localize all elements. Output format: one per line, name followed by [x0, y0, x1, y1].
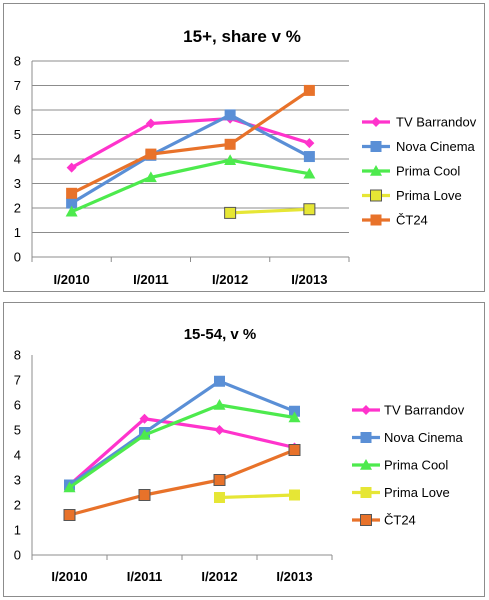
chart-0-series-nova-cinema-point-3 — [303, 151, 315, 163]
chart-0-series-nova-cinema-point-0 — [66, 197, 78, 209]
chart-1-series-t24-line — [69, 448, 296, 517]
chart-1-series-t24-point-2 — [213, 474, 226, 486]
chart-0-legend-label-prima-love: Prima Love — [396, 188, 462, 203]
chart-1-ytick-7: 7 — [14, 373, 21, 388]
chart-panel-15-54: 15-54, v % 0 1 2 3 4 5 6 7 8 I/2010 I/2011 I/2012 I/2… — [3, 302, 485, 597]
chart-1-ytick-5: 5 — [14, 423, 21, 438]
chart-0-legend-marker-prima-cool — [370, 165, 382, 176]
chart-1-legend-marker-t24 — [360, 514, 372, 526]
chart-0-legend-marker-tv-barrandov — [371, 117, 381, 127]
chart-0-series-tv-barrandov-point-0 — [66, 162, 77, 173]
chart-0-series-prima-cool-point-1 — [144, 171, 157, 183]
chart-1-series-prima-cool-point-2 — [213, 399, 226, 410]
chart-1-series-nova-cinema-point-2 — [214, 375, 225, 387]
chart-1-legend-marker-prima-cool — [360, 459, 372, 470]
chart-1-series-t24-point-3 — [288, 444, 301, 456]
chart-1-legend-label-nova-cinema: Nova Cinema — [384, 430, 464, 445]
chart-1-title: 15-54, v % — [184, 326, 257, 343]
chart-1-series-prima-cool-line — [68, 403, 295, 489]
chart-1-legend-label-t24: ČT24 — [384, 513, 416, 528]
chart-1-series-t24-point-1 — [138, 489, 151, 501]
chart-1-xtick-i-2010: I/2010 — [51, 569, 87, 584]
chart-0-series-prima-cool-point-0 — [65, 205, 78, 217]
chart-1-ytick-0: 0 — [14, 548, 21, 563]
chart-0-ytick-7: 7 — [14, 78, 21, 93]
chart-0-series-t24-point-1 — [145, 148, 157, 160]
chart-0-legend-label-prima-cool: Prima Cool — [396, 164, 460, 179]
chart-1-series-prima-cool-point-0 — [63, 481, 76, 493]
chart-0-legend-label-t24: ČT24 — [396, 213, 428, 228]
chart-0-series-prima-love-line — [230, 207, 310, 215]
chart-1-ytick-4: 4 — [14, 448, 21, 463]
chart-1-series-nova-cinema-point-3 — [289, 405, 300, 417]
chart-0-series-tv-barrandov-point-3 — [304, 138, 315, 149]
chart-1-legend-marker-tv-barrandov — [361, 405, 371, 415]
chart-0-ytick-5: 5 — [14, 127, 21, 142]
chart-0-legend-marker-t24 — [370, 214, 382, 226]
chart-0-xtick-i-2010: I/2010 — [54, 272, 90, 287]
chart-0-ytick-0: 0 — [14, 250, 21, 265]
chart-0-series-t24-point-3 — [303, 84, 315, 96]
chart-0-xtick-i-2013: I/2013 — [291, 272, 327, 287]
chart-15plus-svg: 15+, share v % 0 1 2 3 4 5 6 7 8 I/2010 I/2011 I/201… — [14, 27, 477, 287]
chart-1-series-prima-cool-point-3 — [288, 411, 301, 423]
chart-1-ytick-1: 1 — [14, 523, 21, 538]
chart-1-series-tv-barrandov-point-2 — [214, 425, 225, 435]
chart-1-series-prima-love-point-2 — [214, 492, 225, 503]
chart-1-series-t24-point-0 — [63, 509, 76, 521]
chart-1-ytick-2: 2 — [14, 498, 21, 513]
chart-0-series-prima-cool-point-2 — [224, 154, 237, 166]
chart-1-legend-label-prima-love: Prima Love — [384, 485, 450, 500]
chart-0-series-prima-love-point-2 — [224, 206, 237, 219]
chart-1-xtick-i-2013: I/2013 — [276, 569, 312, 584]
chart-1-legend-label-prima-cool: Prima Cool — [384, 458, 448, 473]
chart-0-legend-label-nova-cinema: Nova Cinema — [396, 139, 476, 154]
chart-1-legend-marker-nova-cinema — [360, 432, 372, 443]
chart-0-series-t24-line — [70, 89, 311, 195]
chart-0-series-nova-cinema-point-2 — [224, 109, 236, 121]
chart-15-54-svg: 15-54, v % 0 1 2 3 4 5 6 7 8 I/2010 I/2011 I/2012 I/2… — [14, 326, 465, 584]
chart-0-ytick-3: 3 — [14, 176, 21, 191]
chart-0-ytick-6: 6 — [14, 103, 21, 118]
chart-0-series-t24-point-2 — [224, 138, 236, 150]
chart-1-ytick-8: 8 — [14, 348, 21, 363]
chart-1-series-prima-love-point-3 — [289, 489, 300, 501]
chart-0-series-tv-barrandov-point-1 — [145, 118, 156, 129]
chart-1-xtick-i-2011: I/2011 — [127, 569, 162, 584]
chart-1-legend-marker-prima-love — [360, 487, 372, 498]
chart-1-series-tv-barrandov-line — [68, 417, 295, 487]
chart-1-xtick-i-2012: I/2012 — [201, 569, 237, 584]
chart-0-legend-marker-nova-cinema — [370, 141, 382, 152]
chart-1-series-prima-cool-point-1 — [138, 429, 151, 440]
chart-0-ytick-4: 4 — [14, 152, 21, 167]
chart-0-legend-marker-prima-love — [370, 189, 382, 202]
chart-1-series-nova-cinema-line — [68, 379, 296, 487]
chart-0-xtick-i-2011: I/2011 — [133, 272, 168, 287]
chart-0-ytick-2: 2 — [14, 201, 21, 216]
chart-0-xtick-i-2012: I/2012 — [212, 272, 248, 287]
chart-0-series-prima-cool-line — [70, 158, 310, 214]
chart-1-series-prima-love-line — [219, 493, 295, 500]
chart-1-ytick-3: 3 — [14, 473, 21, 488]
chart-0-ytick-8: 8 — [14, 54, 21, 69]
chart-0-series-t24-point-0 — [66, 187, 78, 199]
chart-panel-15plus: 15+, share v % 0 1 2 3 4 5 6 7 8 I/2010 I/2011 I/201… — [3, 3, 485, 292]
chart-0-title: 15+, share v % — [183, 27, 301, 46]
chart-0-series-tv-barrandov-line — [70, 116, 310, 169]
chart-0-legend-label-tv-barrandov: TV Barrandov — [396, 115, 477, 130]
chart-0-ytick-1: 1 — [14, 225, 21, 240]
chart-1-legend-label-tv-barrandov: TV Barrandov — [384, 403, 465, 418]
chart-0-series-prima-love-point-3 — [303, 203, 316, 216]
chart-0-series-nova-cinema-line — [70, 113, 311, 205]
chart-1-series-tv-barrandov-point-1 — [139, 413, 150, 424]
chart-1-ytick-6: 6 — [14, 398, 21, 413]
chart-0-series-prima-cool-point-3 — [303, 167, 316, 179]
